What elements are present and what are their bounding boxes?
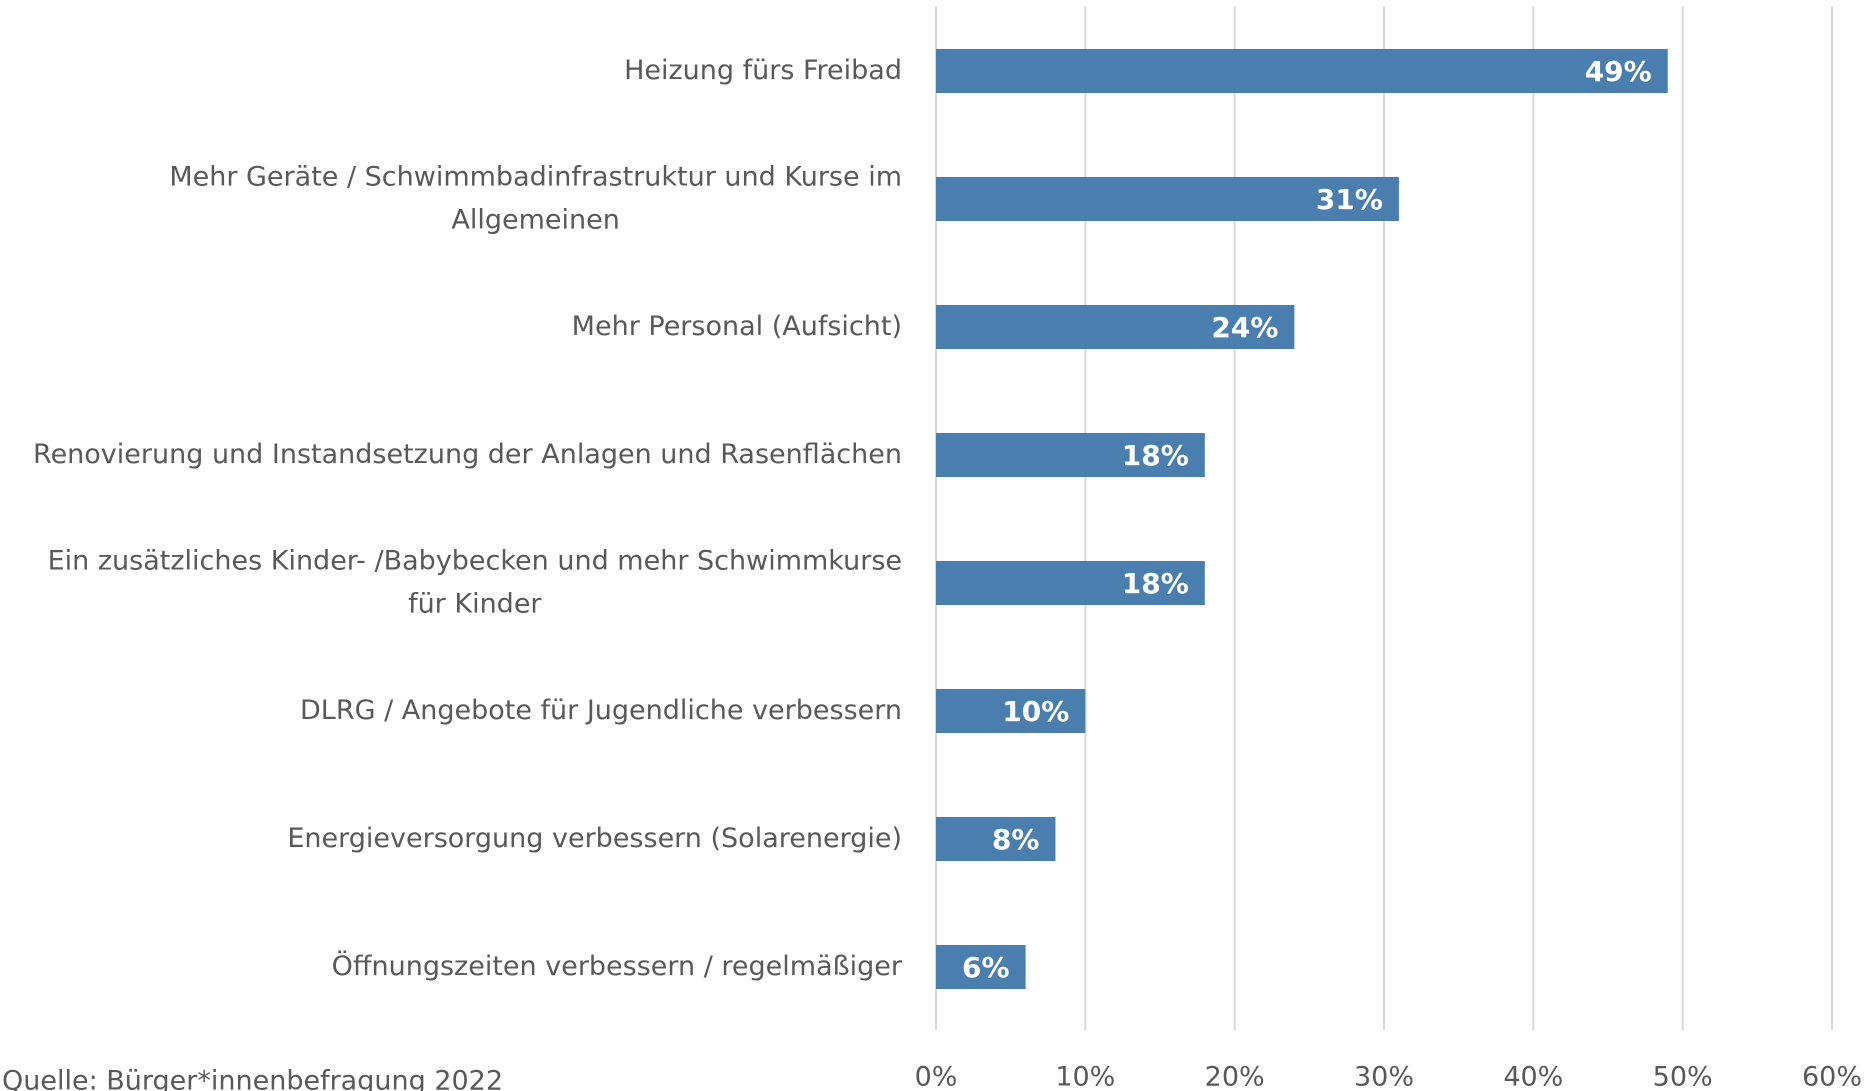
value-label: 6% xyxy=(962,951,1010,984)
y-tick-label: Öffnungszeiten verbessern / regelmäßiger xyxy=(332,950,903,982)
label-line: Heizung fürs Freibad xyxy=(624,55,902,86)
value-label: 10% xyxy=(1002,695,1069,728)
bar xyxy=(936,177,1399,221)
bar xyxy=(936,305,1295,349)
x-tick-label: 50% xyxy=(1653,1062,1713,1091)
value-label: 18% xyxy=(1122,567,1189,600)
y-tick-label: DLRG / Angebote für Jugendliche verbesse… xyxy=(300,695,902,726)
y-tick-label: Renovierung und Instandsetzung der Anlag… xyxy=(33,439,902,470)
y-tick-label: Energieversorgung verbessern (Solarenerg… xyxy=(287,823,902,854)
y-tick-label: Heizung fürs Freibad xyxy=(624,55,902,86)
label-line: Öffnungszeiten verbessern / regelmäßiger xyxy=(332,950,903,982)
value-label: 18% xyxy=(1122,439,1189,472)
value-label: 49% xyxy=(1585,55,1652,88)
label-line: Mehr Geräte / Schwimmbadinfrastruktur un… xyxy=(169,161,902,192)
bar xyxy=(936,945,1026,989)
label-line: Energieversorgung verbessern (Solarenerg… xyxy=(287,823,902,854)
x-tick-label: 60% xyxy=(1802,1062,1862,1091)
x-tick-label: 10% xyxy=(1055,1062,1115,1091)
x-tick-label: 20% xyxy=(1205,1062,1265,1091)
bar xyxy=(936,817,1056,861)
label-line: Ein zusätzliches Kinder- /Babybecken und… xyxy=(48,545,902,576)
label-line: Allgemeinen xyxy=(451,204,619,235)
y-tick-label: Ein zusätzliches Kinder- /Babybecken und… xyxy=(48,545,902,619)
label-line: Mehr Personal (Aufsicht) xyxy=(572,311,902,342)
value-label: 31% xyxy=(1316,183,1383,216)
bar xyxy=(936,49,1668,93)
value-label: 24% xyxy=(1211,311,1278,344)
y-tick-label: Mehr Personal (Aufsicht) xyxy=(572,311,902,342)
label-line: DLRG / Angebote für Jugendliche verbesse… xyxy=(300,695,902,726)
x-tick-label: 40% xyxy=(1503,1062,1563,1091)
y-tick-label: Mehr Geräte / Schwimmbadinfrastruktur un… xyxy=(169,161,902,235)
label-line: für Kinder xyxy=(408,588,542,619)
x-tick-label: 30% xyxy=(1354,1062,1414,1091)
label-line: Renovierung und Instandsetzung der Anlag… xyxy=(33,439,902,470)
bar xyxy=(936,433,1205,477)
source-note: Quelle: Bürger*innenbefragung 2022 xyxy=(2,1066,503,1091)
bar xyxy=(936,561,1205,605)
value-label: 8% xyxy=(992,823,1040,856)
x-tick-label: 0% xyxy=(915,1062,958,1091)
bar xyxy=(936,689,1086,733)
